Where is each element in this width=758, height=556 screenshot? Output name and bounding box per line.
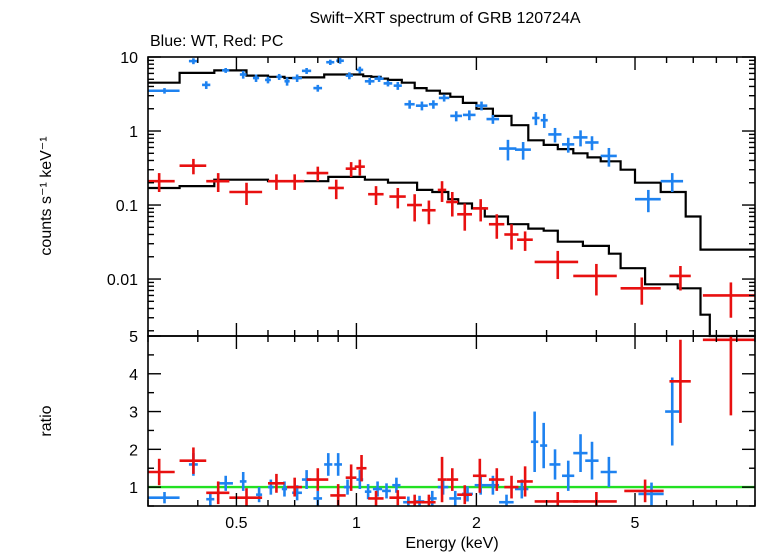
model-curve-wt [148,69,755,251]
y-tick-label-ratio: 5 [129,329,138,346]
y-tick-label-ratio: 1 [129,480,138,497]
x-tick-label: 1 [352,515,361,532]
ratio-frame [147,335,756,507]
x-tick-label: 0.5 [225,515,247,532]
model-curve-pc [148,175,755,338]
ratio-y-axis-label: ratio [38,405,55,436]
spectrum-axis-ticks: 10 1 0.1 0.01 [107,50,756,336]
spectrum-data-layer [148,57,755,318]
y-tick-label-spectrum: 0.01 [107,272,138,289]
chart-title: Swift−XRT spectrum of GRB 120724A [309,10,580,27]
y-tick-label-ratio: 2 [129,442,138,459]
ratio-data-layer [148,336,755,506]
x-tick-label: 5 [631,515,640,532]
spectrum-panel: 10 1 0.1 0.01 counts s⁻¹ keV⁻¹ [38,50,756,338]
y-tick-label-spectrum: 10 [120,50,138,67]
x-tick-label: 2 [472,515,481,532]
chart-subtitle: Blue: WT, Red: PC [150,33,283,50]
y-tick-label-spectrum: 0.1 [116,198,138,215]
x-axis-label: Energy (keV) [405,535,498,552]
y-tick-label-spectrum: 1 [129,124,138,141]
ratio-panel: 1 2 3 4 5 0.5 1 2 5 ratio [38,329,756,532]
y-tick-label-ratio: 4 [129,367,138,384]
y-tick-label-ratio: 3 [129,405,138,422]
spectrum-y-axis-label: counts s⁻¹ keV⁻¹ [38,136,55,255]
